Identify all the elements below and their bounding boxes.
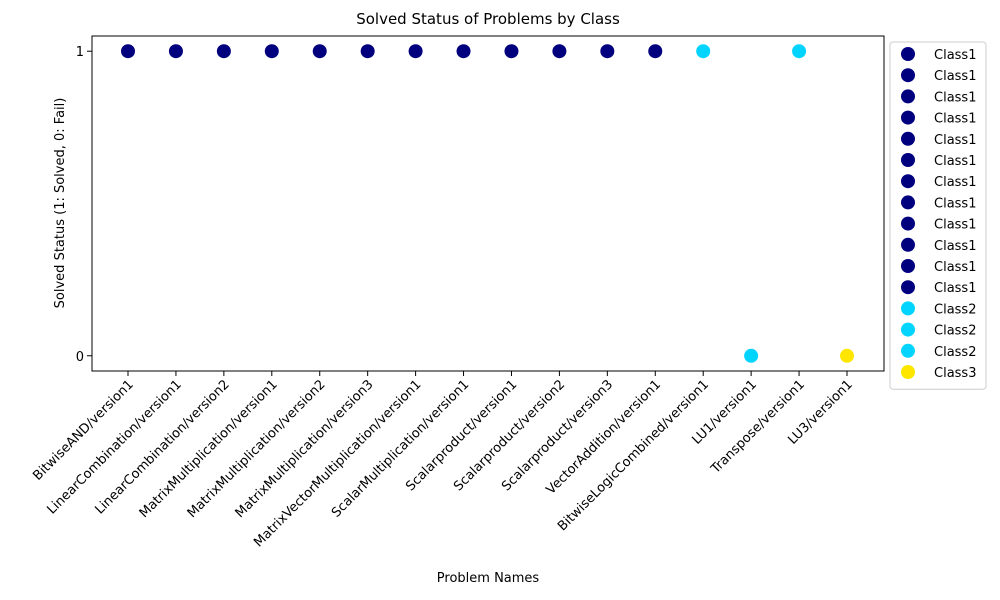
data-point-class1 [121,44,135,59]
legend-marker [901,153,915,167]
legend-label: Class1 [934,260,976,275]
legend-label: Class1 [934,154,976,169]
data-point-class2 [792,44,807,59]
legend-label: Class1 [934,239,976,254]
legend-marker [901,110,915,125]
legend-marker [901,89,915,104]
legend-label: Class1 [934,281,976,296]
legend-marker [901,216,915,231]
legend-marker [901,259,915,273]
legend-label: Class2 [934,324,976,339]
data-point-class2 [696,44,711,59]
legend-label: Class1 [934,90,976,105]
legend-marker [901,47,915,61]
y-tick-label: 1 [76,45,84,60]
data-point-class2 [744,348,759,363]
legend-label: Class1 [934,48,976,63]
x-tick-label: Transpose/version1 [708,377,808,477]
data-point-class1 [456,44,471,59]
legend-label: Class1 [934,69,976,84]
data-point-class1 [168,44,183,59]
data-point-class1 [552,44,567,59]
data-point-class1 [216,44,231,59]
legend-marker [901,68,915,83]
data-point-class1 [312,44,327,59]
legend-marker [901,174,915,189]
legend-marker [901,365,915,379]
legend-label: Class1 [934,218,976,233]
x-axis-title: Problem Names [437,571,540,586]
legend: Class1 Class1 Class1 Class1 Class1 Class1 Clas… [889,41,987,390]
legend-marker [901,195,915,210]
data-point-class1 [648,44,663,59]
legend-marker [901,301,915,316]
legend-label: Class3 [934,366,976,381]
y-tick-label: 0 [76,350,84,365]
legend-label: Class1 [934,133,976,148]
legend-label: Class2 [934,302,976,317]
plot-area: 01BitwiseAND/version1LinearCombination/v… [30,35,885,550]
y-axis-title: Solved Status (1: Solved, 0: Fail) [53,98,68,309]
data-point-class1 [408,44,423,59]
data-point-class1 [600,44,615,59]
legend-marker [901,131,915,146]
legend-frame [889,41,987,390]
data-point-class3 [840,348,854,363]
x-tick-label: MatrixVectorMultiplication/version1 [251,377,424,550]
legend-label: Class1 [934,196,976,211]
legend-marker [901,237,915,252]
legend-marker [901,280,915,295]
data-point-class1 [360,44,375,59]
data-point-class1 [264,44,279,59]
legend-marker [901,322,915,337]
chart-title: Solved Status of Problems by Class [356,10,620,28]
legend-label: Class1 [934,112,976,127]
legend-label: Class1 [934,175,976,190]
data-point-class1 [504,44,519,59]
legend-label: Class2 [934,345,976,360]
legend-marker [901,343,915,358]
plot-frame [91,35,885,372]
